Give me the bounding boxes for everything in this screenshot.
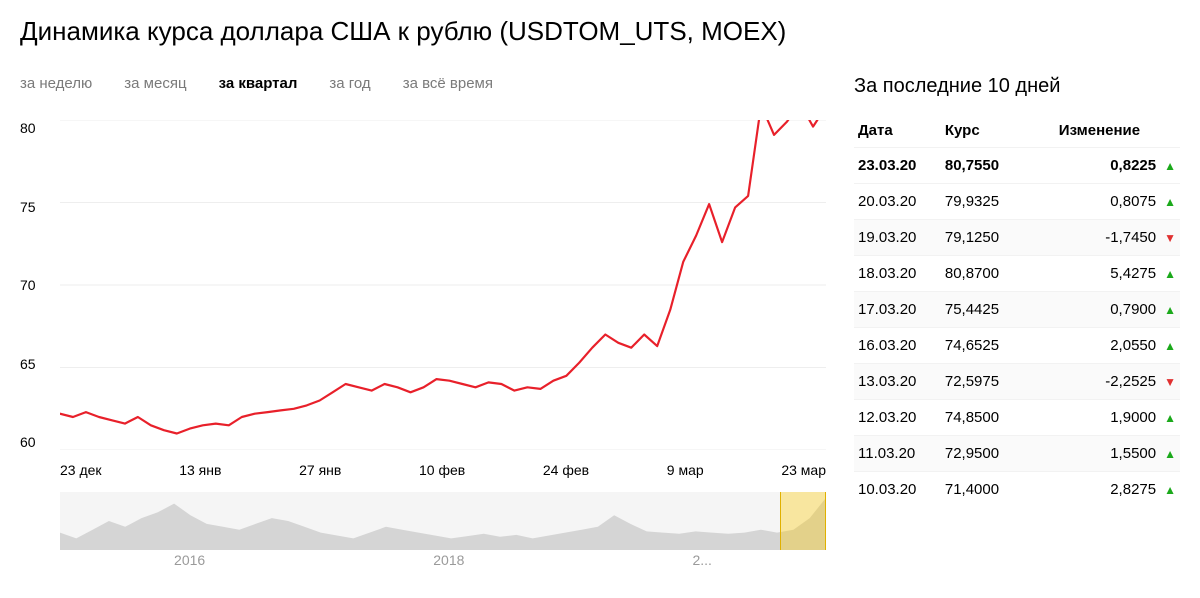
tab-period-3[interactable]: за год bbox=[329, 75, 370, 92]
cell-date: 23.03.20 bbox=[854, 148, 941, 184]
y-tick: 60 bbox=[20, 434, 48, 450]
cell-arrow: ▲ bbox=[1160, 184, 1180, 220]
chart-panel: за неделю за месяц за квартал за год за всё … bbox=[20, 75, 826, 568]
col-date: Дата bbox=[854, 114, 941, 148]
cell-arrow: ▲ bbox=[1160, 148, 1180, 184]
overview-chart[interactable] bbox=[60, 492, 826, 550]
table-row[interactable]: 11.03.2072,95001,5500 ▲ bbox=[854, 436, 1180, 472]
cell-date: 16.03.20 bbox=[854, 328, 941, 364]
tab-period-0[interactable]: за неделю bbox=[20, 75, 92, 92]
arrow-up-icon: ▲ bbox=[1164, 267, 1176, 281]
period-tabs: за неделю за месяц за квартал за год за всё … bbox=[20, 75, 826, 92]
col-rate: Курс bbox=[941, 114, 1022, 148]
arrow-up-icon: ▲ bbox=[1164, 303, 1176, 317]
cell-rate: 74,8500 bbox=[941, 400, 1022, 436]
x-tick: 13 янв bbox=[179, 462, 221, 478]
table-header-row: Дата Курс Изменение bbox=[854, 114, 1180, 148]
table-row[interactable]: 13.03.2072,5975-2,2525 ▼ bbox=[854, 364, 1180, 400]
table-row[interactable]: 16.03.2074,65252,0550 ▲ bbox=[854, 328, 1180, 364]
history-table: Дата Курс Изменение 23.03.2080,75500,822… bbox=[854, 114, 1180, 507]
history-title: За последние 10 дней bbox=[854, 75, 1180, 98]
cell-rate: 79,9325 bbox=[941, 184, 1022, 220]
arrow-up-icon: ▲ bbox=[1164, 447, 1176, 461]
arrow-up-icon: ▲ bbox=[1164, 411, 1176, 425]
cell-change: -1,7450 bbox=[1022, 220, 1160, 256]
cell-rate: 71,4000 bbox=[941, 472, 1022, 508]
cell-arrow: ▲ bbox=[1160, 436, 1180, 472]
x-tick: 9 мар bbox=[667, 462, 704, 478]
arrow-up-icon: ▲ bbox=[1164, 159, 1176, 173]
table-row[interactable]: 12.03.2074,85001,9000 ▲ bbox=[854, 400, 1180, 436]
cell-change: 0,8075 bbox=[1022, 184, 1160, 220]
overview-years: 2016 2018 2... bbox=[60, 552, 826, 568]
cell-arrow: ▲ bbox=[1160, 292, 1180, 328]
table-row[interactable]: 20.03.2079,93250,8075 ▲ bbox=[854, 184, 1180, 220]
table-row[interactable]: 17.03.2075,44250,7900 ▲ bbox=[854, 292, 1180, 328]
y-tick: 80 bbox=[20, 120, 48, 136]
cell-arrow: ▲ bbox=[1160, 472, 1180, 508]
x-axis: 23 дек 13 янв 27 янв 10 фев 24 фев 9 мар 23 ма… bbox=[60, 462, 826, 478]
cell-change: 1,5500 bbox=[1022, 436, 1160, 472]
cell-arrow: ▼ bbox=[1160, 220, 1180, 256]
cell-change: -2,2525 bbox=[1022, 364, 1160, 400]
cell-rate: 79,1250 bbox=[941, 220, 1022, 256]
table-row[interactable]: 18.03.2080,87005,4275 ▲ bbox=[854, 256, 1180, 292]
tab-period-1[interactable]: за месяц bbox=[124, 75, 186, 92]
x-tick: 10 фев bbox=[419, 462, 465, 478]
arrow-down-icon: ▼ bbox=[1164, 375, 1176, 389]
cell-change: 0,7900 bbox=[1022, 292, 1160, 328]
overview-year: 2018 bbox=[433, 552, 464, 568]
tab-period-4[interactable]: за всё время bbox=[403, 75, 493, 92]
cell-rate: 75,4425 bbox=[941, 292, 1022, 328]
cell-date: 12.03.20 bbox=[854, 400, 941, 436]
x-tick: 27 янв bbox=[299, 462, 341, 478]
cell-date: 18.03.20 bbox=[854, 256, 941, 292]
cell-arrow: ▲ bbox=[1160, 256, 1180, 292]
cell-rate: 80,7550 bbox=[941, 148, 1022, 184]
cell-change: 5,4275 bbox=[1022, 256, 1160, 292]
y-axis: 80 75 70 65 60 bbox=[20, 120, 48, 450]
y-tick: 75 bbox=[20, 199, 48, 215]
table-row[interactable]: 10.03.2071,40002,8275 ▲ bbox=[854, 472, 1180, 508]
x-tick: 24 фев bbox=[543, 462, 589, 478]
tab-period-2[interactable]: за квартал bbox=[219, 75, 298, 92]
content-row: за неделю за месяц за квартал за год за всё … bbox=[20, 75, 1180, 568]
cell-arrow: ▼ bbox=[1160, 364, 1180, 400]
y-tick: 70 bbox=[20, 277, 48, 293]
arrow-up-icon: ▲ bbox=[1164, 483, 1176, 497]
col-change: Изменение bbox=[1022, 114, 1160, 148]
cell-change: 0,8225 bbox=[1022, 148, 1160, 184]
cell-arrow: ▲ bbox=[1160, 400, 1180, 436]
cell-date: 17.03.20 bbox=[854, 292, 941, 328]
page-title: Динамика курса доллара США к рублю (USDT… bbox=[20, 16, 1180, 47]
overview-year: 2016 bbox=[174, 552, 205, 568]
table-row[interactable]: 23.03.2080,75500,8225 ▲ bbox=[854, 148, 1180, 184]
table-row[interactable]: 19.03.2079,1250-1,7450 ▼ bbox=[854, 220, 1180, 256]
cell-rate: 72,9500 bbox=[941, 436, 1022, 472]
cell-rate: 72,5975 bbox=[941, 364, 1022, 400]
overview-year: 2... bbox=[692, 552, 711, 568]
main-chart: 80 75 70 65 60 bbox=[20, 120, 826, 450]
cell-change: 2,8275 bbox=[1022, 472, 1160, 508]
cell-date: 11.03.20 bbox=[854, 436, 941, 472]
cell-rate: 80,8700 bbox=[941, 256, 1022, 292]
cell-date: 19.03.20 bbox=[854, 220, 941, 256]
history-panel: За последние 10 дней Дата Курс Изменение… bbox=[854, 75, 1180, 568]
cell-date: 20.03.20 bbox=[854, 184, 941, 220]
cell-change: 2,0550 bbox=[1022, 328, 1160, 364]
arrow-up-icon: ▲ bbox=[1164, 195, 1176, 209]
x-tick: 23 дек bbox=[60, 462, 102, 478]
cell-date: 10.03.20 bbox=[854, 472, 941, 508]
x-tick: 23 мар bbox=[781, 462, 826, 478]
arrow-down-icon: ▼ bbox=[1164, 231, 1176, 245]
plot-area bbox=[60, 120, 826, 450]
cell-rate: 74,6525 bbox=[941, 328, 1022, 364]
cell-arrow: ▲ bbox=[1160, 328, 1180, 364]
cell-date: 13.03.20 bbox=[854, 364, 941, 400]
y-tick: 65 bbox=[20, 356, 48, 372]
overview-brush[interactable] bbox=[780, 492, 826, 550]
cell-change: 1,9000 bbox=[1022, 400, 1160, 436]
arrow-up-icon: ▲ bbox=[1164, 339, 1176, 353]
